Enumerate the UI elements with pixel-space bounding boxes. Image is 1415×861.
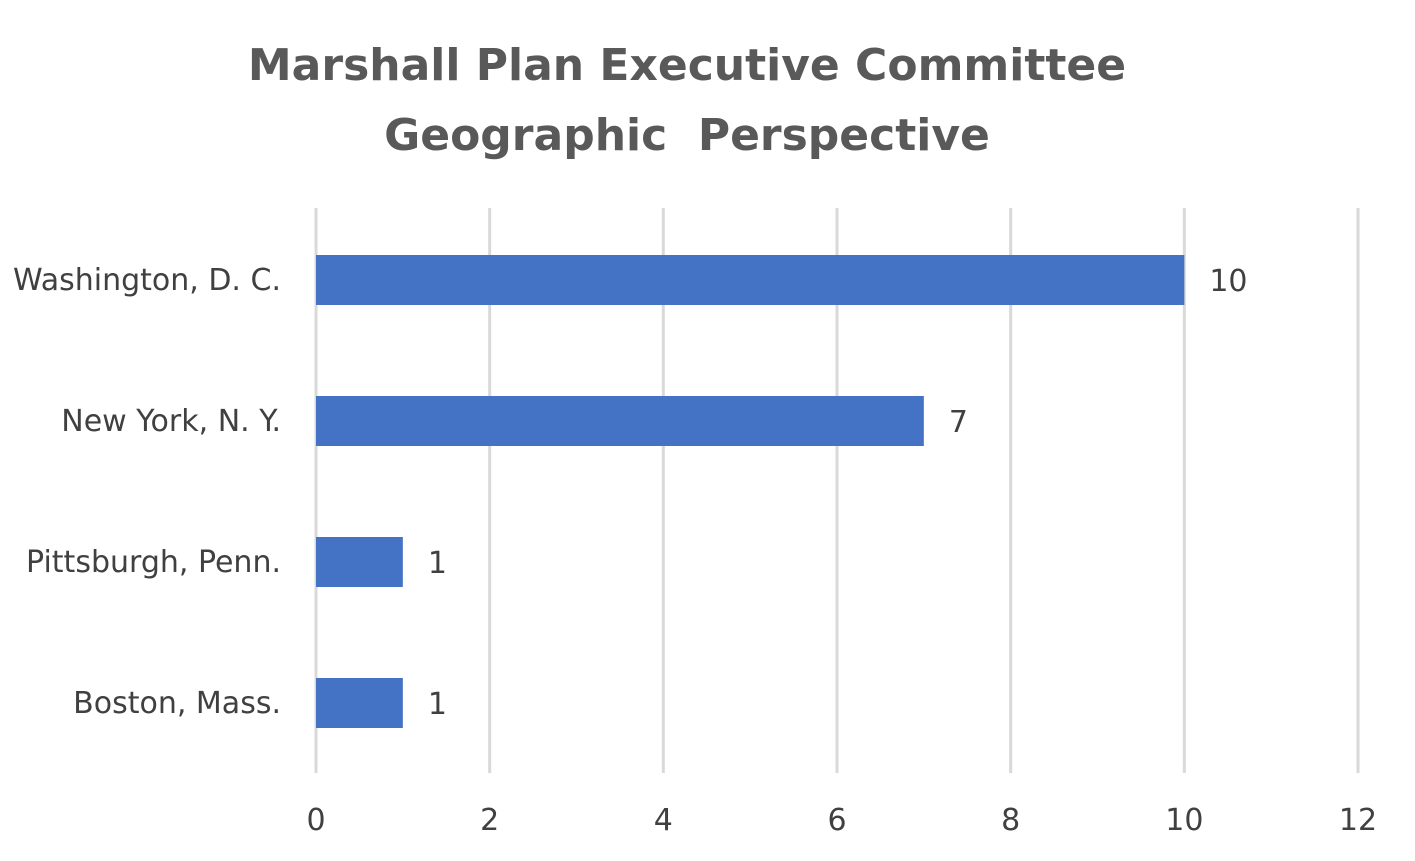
category-label-1: New York, N. Y. <box>61 404 281 439</box>
category-labels: Washington, D. C. New York, N. Y. Pittsbur… <box>13 263 281 721</box>
x-axis-tick-labels: 0 2 4 6 8 10 12 <box>306 803 1377 838</box>
value-labels: 10 7 1 1 <box>428 264 1248 722</box>
chart-subtitle: Geographic Perspective <box>384 110 990 161</box>
bar-0 <box>316 255 1185 305</box>
category-label-0: Washington, D. C. <box>13 263 281 298</box>
x-tick-label-0: 0 <box>306 803 325 838</box>
category-label-3: Boston, Mass. <box>73 686 281 721</box>
x-tick-label-8: 8 <box>1001 803 1020 838</box>
bar-2 <box>316 537 403 587</box>
category-label-2: Pittsburgh, Penn. <box>26 545 281 580</box>
value-label-0: 10 <box>1209 264 1247 299</box>
value-label-1: 7 <box>949 405 968 440</box>
chart-title: Marshall Plan Executive Committee <box>248 40 1126 91</box>
bars <box>316 255 1185 728</box>
x-tick-label-4: 4 <box>654 803 673 838</box>
x-tick-label-6: 6 <box>827 803 846 838</box>
bar-3 <box>316 678 403 728</box>
bar-1 <box>316 396 924 446</box>
x-tick-label-2: 2 <box>480 803 499 838</box>
value-label-2: 1 <box>428 546 447 581</box>
value-label-3: 1 <box>428 687 447 722</box>
x-tick-label-10: 10 <box>1165 803 1203 838</box>
x-tick-label-12: 12 <box>1339 803 1377 838</box>
